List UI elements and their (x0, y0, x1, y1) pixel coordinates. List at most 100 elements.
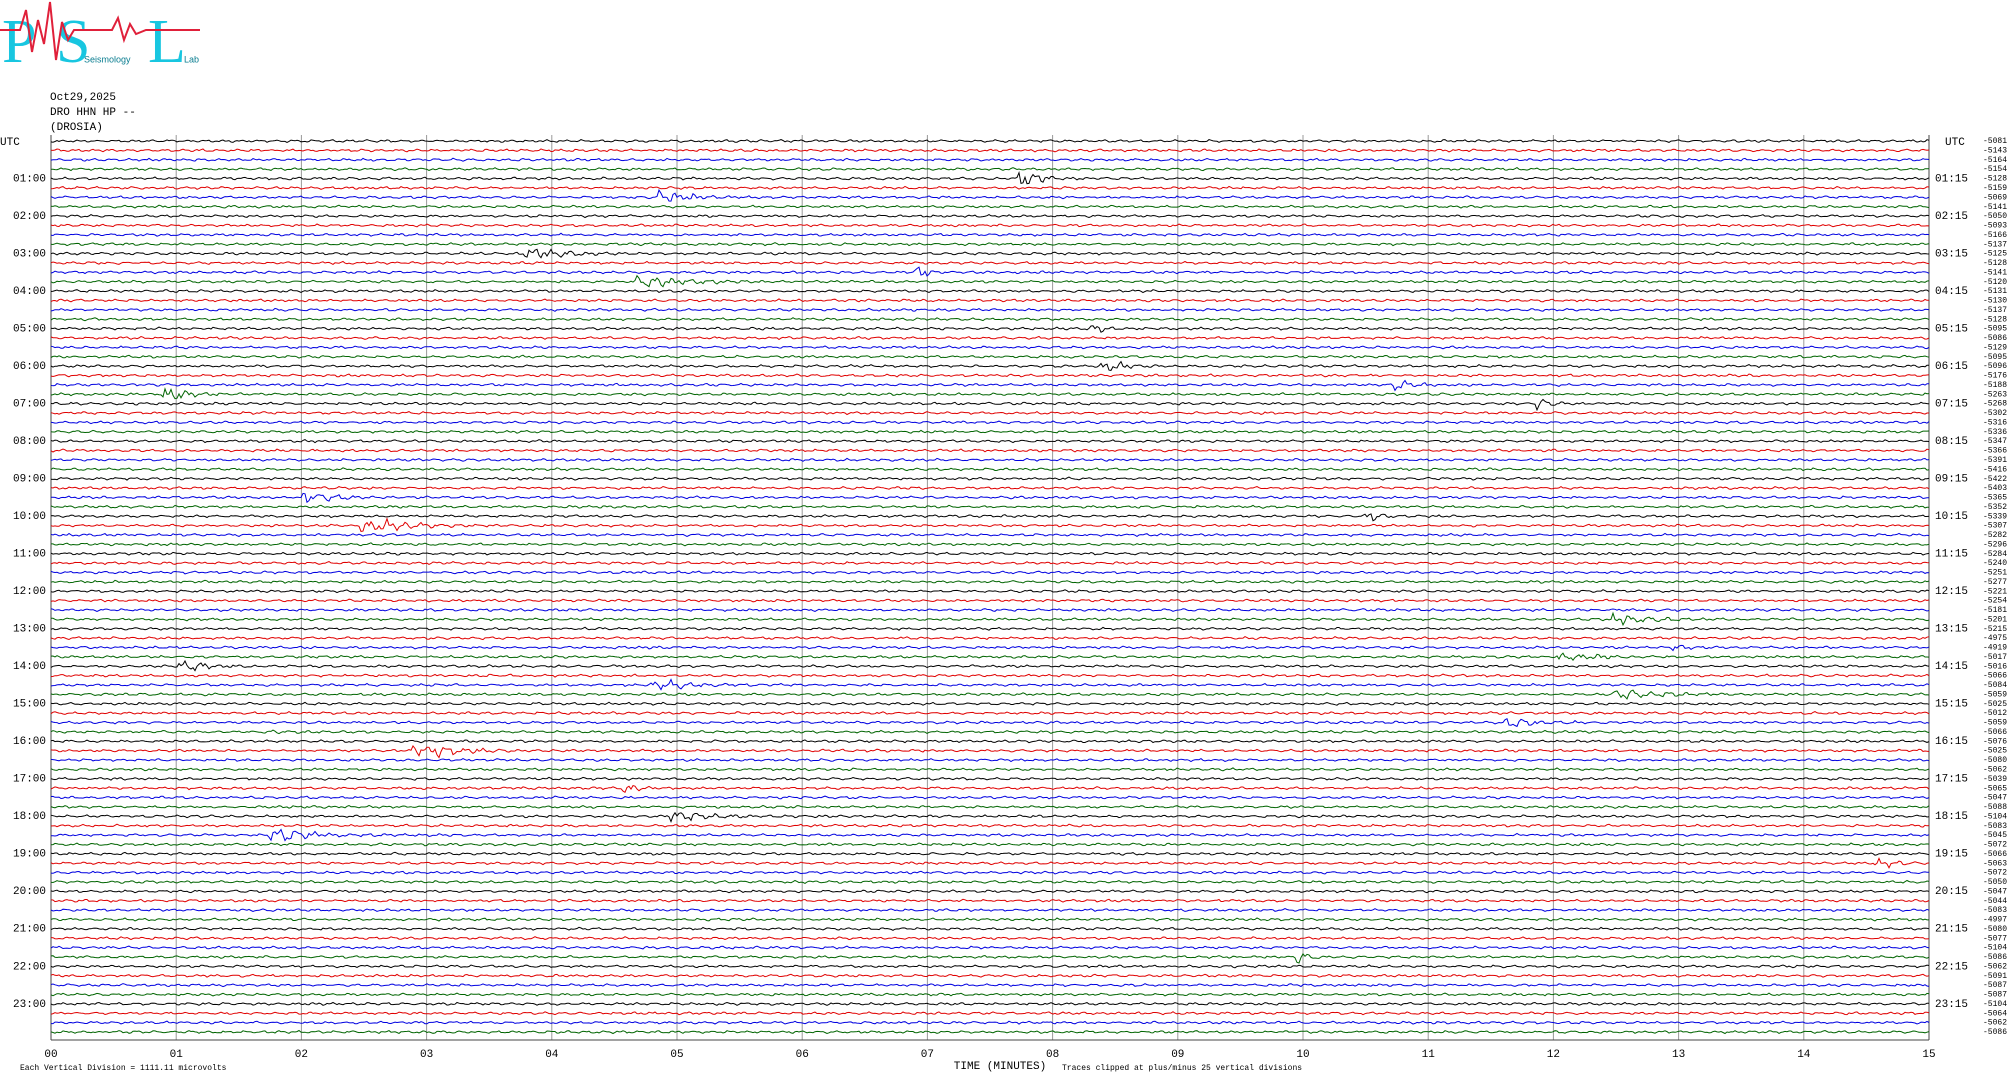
left-time-label: 13:00 (13, 624, 46, 636)
trace (50, 857, 1930, 869)
trace (50, 823, 1930, 828)
right-time-label: 02:15 (1935, 211, 1968, 223)
trace (50, 1001, 1929, 1006)
right-time-label: 11:15 (1935, 549, 1968, 561)
trace (50, 785, 1930, 794)
trace (50, 448, 1930, 453)
trace-offset: -5047 (1983, 887, 2007, 896)
trace (50, 917, 1929, 922)
utc-label: UTC (0, 137, 20, 149)
trace-offset: -5086 (1983, 334, 2007, 343)
trace-offset: -5084 (1983, 681, 2007, 690)
left-time-label: 17:00 (13, 774, 46, 786)
x-axis-label: TIME (MINUTES) (954, 1061, 1046, 1073)
x-tick-label: 02 (295, 1049, 308, 1061)
trace-offset: -4975 (1983, 634, 2007, 643)
trace-offset: -5284 (1983, 550, 2007, 559)
trace-offset: -5181 (1983, 606, 2007, 615)
x-tick-label: 10 (1296, 1049, 1309, 1061)
x-tick-label: 15 (1922, 1049, 1935, 1061)
x-tick-label: 12 (1547, 1049, 1560, 1061)
left-time-label: 22:00 (13, 961, 46, 973)
trace-offset: -5403 (1983, 484, 2007, 493)
left-time-label: 18:00 (13, 811, 46, 823)
trace (50, 485, 1930, 491)
left-time-label: 03:00 (13, 248, 46, 260)
trace (50, 729, 1930, 735)
trace (50, 188, 1930, 202)
x-tick-label: 14 (1797, 1049, 1811, 1061)
trace (50, 317, 1930, 322)
trace-offset: -5201 (1983, 615, 2007, 624)
trace-offset: -5095 (1983, 353, 2007, 362)
trace-offset: -5062 (1983, 1019, 2007, 1028)
trace-offset: -5016 (1983, 662, 2007, 671)
logo-letter: L (148, 8, 186, 76)
trace (50, 953, 1930, 964)
right-time-label: 06:15 (1935, 361, 1968, 373)
left-time-label: 10:00 (13, 511, 46, 523)
trace (50, 795, 1930, 800)
trace (50, 467, 1930, 472)
trace (50, 898, 1930, 903)
right-time-label: 21:15 (1935, 924, 1968, 936)
trace (50, 739, 1930, 744)
trace-offset: -5064 (1983, 1009, 2007, 1018)
trace-offset: -5365 (1983, 494, 2007, 503)
trace (50, 148, 1930, 153)
traces (50, 139, 1930, 1035)
right-time-label: 23:15 (1935, 999, 1968, 1011)
trace (50, 870, 1929, 875)
trace-offset: -5416 (1983, 465, 2007, 474)
trace (50, 889, 1930, 894)
trace-offset: -5296 (1983, 540, 2007, 549)
x-tick-label: 13 (1672, 1049, 1685, 1061)
trace-offset: -5215 (1983, 625, 2007, 634)
logo-word: Seismology (84, 54, 131, 64)
station: DRO HHN HP -- (50, 107, 136, 119)
x-tick-label: 01 (170, 1049, 184, 1061)
trace (50, 711, 1930, 716)
trace-offset: -5091 (1983, 972, 2007, 981)
logo-letter: S (56, 8, 90, 76)
trace-offset: -5066 (1983, 728, 2007, 737)
trace-offset: -5087 (1983, 981, 2007, 990)
trace (50, 274, 1930, 288)
x-tick-label: 04 (545, 1049, 559, 1061)
right-time-label: 17:15 (1935, 774, 1968, 786)
trace-offset: -5012 (1983, 709, 2007, 718)
trace (50, 636, 1930, 641)
trace (50, 689, 1930, 700)
trace-offset: -5080 (1983, 925, 2007, 934)
trace (50, 973, 1930, 978)
trace (50, 232, 1930, 237)
trace (50, 410, 1929, 416)
trace (50, 223, 1930, 228)
right-time-label: 13:15 (1935, 624, 1968, 636)
trace (50, 289, 1930, 294)
trace-offset: -5352 (1983, 503, 2007, 512)
trace-offset: -5083 (1983, 822, 2007, 831)
trace-offset: -4919 (1983, 644, 2007, 653)
logo-wave (0, 1, 200, 61)
trace-offset: -5307 (1983, 522, 2007, 531)
trace (50, 842, 1930, 847)
trace (50, 214, 1930, 219)
right-time-label: 19:15 (1935, 849, 1968, 861)
trace-offset: -5065 (1983, 784, 2007, 793)
x-tick-label: 06 (796, 1049, 809, 1061)
trace-offset: -5059 (1983, 719, 2007, 728)
trace-offset: -5347 (1983, 437, 2007, 446)
trace-offset: -5141 (1983, 268, 2007, 277)
trace-offset: -5125 (1983, 250, 2007, 259)
trace-offset: -5422 (1983, 475, 2007, 484)
trace-offset: -5072 (1983, 869, 2007, 878)
trace-offset: -5268 (1983, 400, 2007, 409)
left-time-label: 21:00 (13, 924, 46, 936)
trace-offset: -5095 (1983, 325, 2007, 334)
trace (50, 983, 1930, 988)
trace (50, 492, 1929, 504)
trace (50, 561, 1930, 566)
trace-offset: -5050 (1983, 212, 2007, 221)
trace (50, 811, 1930, 823)
